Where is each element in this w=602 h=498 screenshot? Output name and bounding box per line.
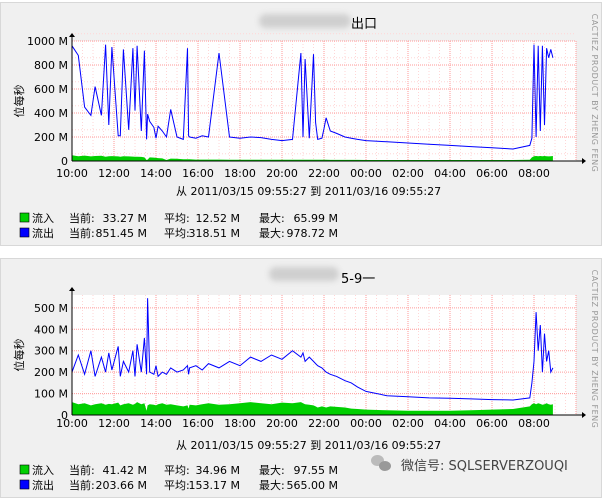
x-tick-label: 18:00 <box>224 417 256 430</box>
time-range-label: 从 2011/03/15 09:55:27 到 2011/03/16 09:55… <box>176 185 441 198</box>
x-tick-label: 10:00 <box>56 417 88 430</box>
x-tick-label: 08:00 <box>518 167 550 180</box>
x-tick-label: 22:00 <box>308 417 340 430</box>
redacted-title-prefix <box>269 267 339 281</box>
series-area-inbound <box>72 402 553 415</box>
x-tick-label: 12:00 <box>98 417 130 430</box>
x-tick-label: 14:00 <box>140 167 172 180</box>
x-tick-label: 14:00 <box>140 417 172 430</box>
legend-max-label: 最大: <box>259 211 285 225</box>
chart-title: 5-9一 <box>341 272 375 287</box>
chart-panel-outbound: 出口 CACTIEZ PRODUCT BY ZHENG FENG 位每秒 0 200 M… <box>0 2 602 246</box>
legend-max-label: 最大: <box>259 226 285 240</box>
x-axis-arrow <box>582 412 586 418</box>
x-tick-label: 16:00 <box>182 417 214 430</box>
wechat-watermark: 微信号: SQLSERVERZOUQI <box>371 454 601 474</box>
series-line-outbound <box>71 44 554 150</box>
series-line-outbound <box>71 298 554 401</box>
vertical-credit-label: CACTIEZ PRODUCT BY ZHENG FENG <box>590 270 599 429</box>
y-tick-label: 100 M <box>34 388 68 401</box>
legend-average-label: 平均: <box>164 227 190 240</box>
legend-current-label: 当前: <box>69 211 95 225</box>
x-tick-label: 10:00 <box>56 167 88 180</box>
y-tick-label: 800 M <box>34 59 68 72</box>
legend-max-value: 978.72 M <box>287 227 338 240</box>
y-tick-label: 200 M <box>34 131 68 144</box>
x-tick-label: 16:00 <box>182 167 214 180</box>
traffic-chart-1: 出口 CACTIEZ PRODUCT BY ZHENG FENG 位每秒 0 200 M… <box>12 14 599 240</box>
legend-series-name: 流入 <box>32 211 54 225</box>
y-tick-label: 0 <box>61 155 68 168</box>
legend-series-name: 流出 <box>32 478 54 492</box>
legend-series-name: 流入 <box>32 463 54 477</box>
legend-max-value: 97.55 M <box>294 464 338 477</box>
y-tick-label: 300 M <box>34 345 68 358</box>
x-tick-label: 18:00 <box>224 167 256 180</box>
y-tick-label: 500 M <box>34 302 68 315</box>
x-tick-label: 04:00 <box>434 417 466 430</box>
legend-average-value: 153.17 M <box>189 479 240 492</box>
legend-average-label: 平均: <box>164 479 190 492</box>
x-tick-label: 02:00 <box>392 167 424 180</box>
x-tick-label: 00:00 <box>350 167 382 180</box>
time-range-label: 从 2011/03/15 09:55:27 到 2011/03/16 09:55… <box>176 439 441 452</box>
x-tick-label: 00:00 <box>350 417 382 430</box>
y-tick-label: 1000 M <box>27 35 68 48</box>
y-axis-label: 位每秒 <box>12 85 26 118</box>
vertical-credit-label: CACTIEZ PRODUCT BY ZHENG FENG <box>590 14 599 173</box>
y-axis-arrow <box>69 287 75 291</box>
legend-average-value: 318.51 M <box>189 227 240 240</box>
x-tick-label: 06:00 <box>476 167 508 180</box>
legend-max-label: 最大: <box>259 478 285 492</box>
y-tick-label: 400 M <box>34 323 68 336</box>
chart-panel-5-9: 5-9一 CACTIEZ PRODUCT BY ZHENG FENG 位每秒 0 100… <box>0 258 602 498</box>
legend-current-value: 851.45 M <box>96 227 147 240</box>
x-tick-label: 20:00 <box>266 417 298 430</box>
legend-swatch <box>19 464 30 475</box>
x-tick-label: 22:00 <box>308 167 340 180</box>
x-tick-label: 08:00 <box>518 417 550 430</box>
y-tick-label: 400 M <box>34 107 68 120</box>
series-area-inbound <box>72 155 553 161</box>
x-tick-label: 12:00 <box>98 167 130 180</box>
legend-average-label: 平均: <box>164 464 190 477</box>
wechat-icon <box>371 455 393 473</box>
legend-average-label: 平均: <box>164 212 190 225</box>
y-axis-arrow <box>69 33 75 37</box>
legend-current-label: 当前: <box>69 226 95 240</box>
y-tick-label: 600 M <box>34 83 68 96</box>
legend-max-value: 65.99 M <box>294 212 338 225</box>
x-tick-label: 20:00 <box>266 167 298 180</box>
legend-swatch <box>19 212 30 223</box>
y-axis-label: 位每秒 <box>12 339 26 372</box>
legend-current-value: 33.27 M <box>103 212 147 225</box>
legend-max-label: 最大: <box>259 463 285 477</box>
y-tick-label: 200 M <box>34 366 68 379</box>
legend-current-label: 当前: <box>69 463 95 477</box>
traffic-chart-2: 5-9一 CACTIEZ PRODUCT BY ZHENG FENG 位每秒 0 100… <box>12 270 599 492</box>
legend-swatch <box>19 479 30 490</box>
x-tick-label: 04:00 <box>434 167 466 180</box>
redacted-title-prefix <box>259 14 351 28</box>
legend-series-name: 流出 <box>32 226 54 240</box>
x-axis-arrow <box>582 158 586 164</box>
x-tick-label: 06:00 <box>476 417 508 430</box>
legend-max-value: 565.00 M <box>287 479 338 492</box>
legend-swatch <box>19 227 30 238</box>
legend-current-label: 当前: <box>69 478 95 492</box>
watermark-text: 微信号: SQLSERVERZOUQI <box>401 458 568 474</box>
x-tick-label: 02:00 <box>392 417 424 430</box>
y-tick-label: 0 <box>61 409 68 422</box>
legend-current-value: 203.66 M <box>96 479 147 492</box>
chart-title: 出口 <box>351 17 377 32</box>
legend-average-value: 12.52 M <box>196 212 240 225</box>
legend-average-value: 34.96 M <box>196 464 240 477</box>
legend-current-value: 41.42 M <box>103 464 147 477</box>
